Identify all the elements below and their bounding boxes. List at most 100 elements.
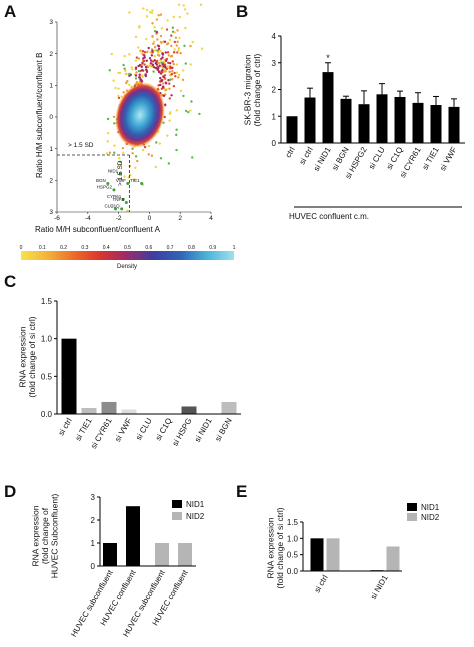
density-point xyxy=(153,26,156,29)
density-point xyxy=(105,152,109,155)
e-y-label-line: RNA expression xyxy=(265,517,275,578)
density-point xyxy=(167,54,170,57)
density-point xyxy=(155,59,159,63)
density-point xyxy=(166,51,170,54)
density-point xyxy=(151,49,154,53)
density-point xyxy=(157,47,161,51)
e-y-label: RNA expression(fold change of si ctrl) xyxy=(265,507,285,588)
colorbar-label: Density xyxy=(117,264,137,270)
density-point xyxy=(141,148,145,152)
density-point xyxy=(126,80,129,83)
density-point xyxy=(125,72,128,76)
density-point xyxy=(166,42,170,45)
panel-label-d: D xyxy=(4,482,16,501)
gene-point-hspg2 xyxy=(112,188,116,192)
density-point xyxy=(164,77,167,80)
c-y-tick-label: 1.5 xyxy=(41,297,53,306)
outlier-point xyxy=(171,30,175,33)
density-point xyxy=(170,54,174,58)
density-point xyxy=(173,71,176,75)
density-point xyxy=(152,65,156,69)
outlier-point xyxy=(152,70,155,73)
bar-si-cyr61 xyxy=(101,401,117,414)
density-point xyxy=(160,87,164,90)
density-point xyxy=(140,79,143,82)
density-point xyxy=(157,66,160,70)
e-legend-label-nid1: NID1 xyxy=(421,503,440,512)
density-point xyxy=(128,11,131,14)
density-point xyxy=(143,51,147,54)
b-y-tick-label: 1 xyxy=(272,112,277,121)
bar-si-clu xyxy=(376,94,388,143)
density-point xyxy=(145,8,149,12)
y-tick-label: 2 xyxy=(49,178,53,185)
density-point xyxy=(153,40,156,43)
density-point xyxy=(164,70,167,73)
density-point xyxy=(169,67,172,70)
density-point xyxy=(126,209,129,212)
outlier-point xyxy=(155,141,158,144)
x-tick-label: -6 xyxy=(54,215,60,222)
density-point xyxy=(182,4,185,7)
density-point xyxy=(153,49,156,52)
density-point xyxy=(153,59,157,62)
density-point xyxy=(168,82,171,85)
outlier-point xyxy=(175,148,178,152)
density-point xyxy=(155,18,159,21)
outlier-point xyxy=(123,67,126,70)
bar-si-tie1 xyxy=(430,105,442,143)
outlier-point xyxy=(113,122,116,125)
density-point xyxy=(154,165,158,169)
density-point xyxy=(164,82,168,85)
outlier-point xyxy=(122,63,125,67)
density-point xyxy=(117,96,121,100)
y-tick-label: 1 xyxy=(49,146,53,153)
density-point xyxy=(134,66,138,69)
y-tick-label: 3 xyxy=(49,209,53,216)
density-point xyxy=(171,60,174,63)
density-point xyxy=(166,19,169,22)
density-point xyxy=(134,35,138,39)
colorbar-tick-label: 0.3 xyxy=(81,245,88,251)
d-y-tick-label: 3 xyxy=(91,493,96,502)
d-y-tick-label: 1 xyxy=(91,539,96,548)
density-point xyxy=(121,146,125,150)
density-point xyxy=(166,65,169,68)
density-point xyxy=(156,38,159,41)
density-point xyxy=(176,40,179,44)
density-point xyxy=(134,166,137,169)
density-point xyxy=(160,27,164,30)
outlier-point xyxy=(169,78,172,81)
d-legend-label-nid2: NID2 xyxy=(186,512,205,521)
e-y-label-line: (fold change of si ctrl) xyxy=(275,507,285,588)
outlier-point xyxy=(198,112,201,116)
density-point xyxy=(158,142,161,145)
density-point xyxy=(135,71,138,74)
c-x-tick-label: si BGN xyxy=(213,416,234,443)
density-point xyxy=(159,76,162,80)
density-point xyxy=(146,50,149,53)
y-tick-label: 3 xyxy=(49,19,53,26)
density-point xyxy=(128,53,131,56)
density-point xyxy=(136,159,139,163)
panel-label-e: E xyxy=(236,482,247,501)
density-point xyxy=(171,66,174,70)
x-tick-label: 4 xyxy=(209,215,213,222)
density-point xyxy=(145,69,148,72)
density-point xyxy=(114,86,117,90)
density-point xyxy=(145,59,149,62)
outlier-point xyxy=(175,128,178,131)
outlier-point xyxy=(167,162,171,165)
bar-si-vwf xyxy=(121,409,137,414)
density-point xyxy=(136,46,140,49)
density-point xyxy=(170,94,173,97)
e-legend-swatch-nid2 xyxy=(407,513,417,521)
b-y-tick-label: 0 xyxy=(272,139,277,148)
outlier-point xyxy=(134,155,138,158)
c-x-tick-label: si ctrl xyxy=(57,416,74,437)
d-legend-swatch-nid1 xyxy=(172,500,182,508)
gene-label-hspg2: HSPG2 xyxy=(97,184,113,189)
density-point xyxy=(159,72,163,75)
d-y-tick-label: 0 xyxy=(91,562,96,571)
